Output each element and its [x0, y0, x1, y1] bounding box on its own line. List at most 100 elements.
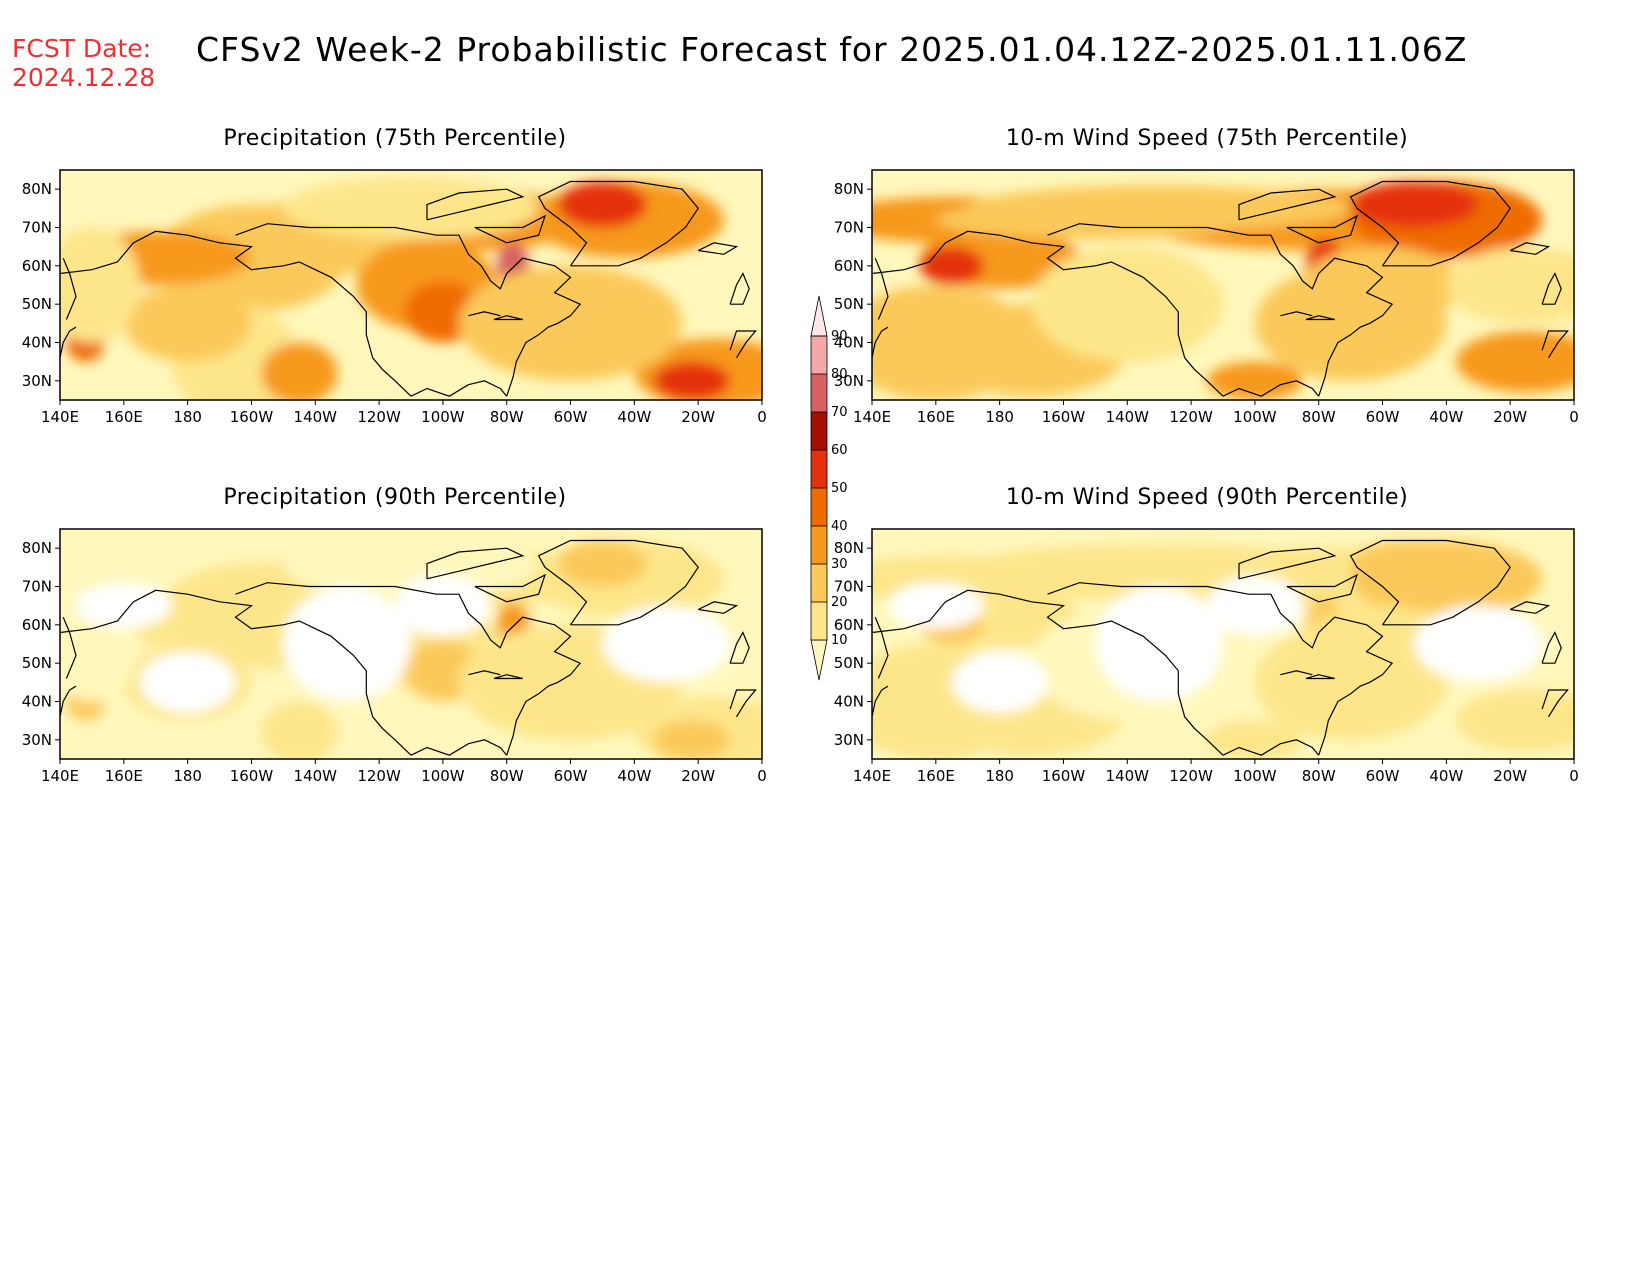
coastline	[1238, 547, 1337, 580]
shaded-blob	[967, 544, 1351, 591]
shaded-blob	[261, 342, 338, 400]
coastline	[1222, 739, 1320, 756]
coastline	[62, 257, 77, 320]
blank-area	[602, 605, 731, 683]
shaded-blob	[123, 285, 252, 362]
x-tick-label: 120W	[357, 767, 401, 785]
coastline	[493, 674, 523, 680]
x-tick-label: 160W	[1042, 767, 1086, 785]
blank-area	[1095, 586, 1223, 702]
x-tick-label: 40W	[1429, 767, 1463, 785]
map-plot: 140E 160E 180 160W 140W 120W 100W 80W 60W 40W 20W 0…	[834, 528, 1579, 785]
coastline	[872, 230, 1224, 397]
coastline	[60, 589, 412, 756]
shaded-field	[872, 170, 1574, 400]
x-tick-label: 20W	[681, 408, 715, 426]
y-tick-label: 40N	[22, 334, 52, 352]
y-tick-label: 50N	[22, 295, 52, 313]
x-tick-label: 80W	[1302, 408, 1336, 426]
coastline	[1305, 315, 1335, 321]
coastline	[1047, 223, 1394, 397]
x-tick-label: 140E	[41, 408, 79, 426]
x-tick-label: 0	[1569, 767, 1579, 785]
x-tick-label: 80W	[1302, 767, 1336, 785]
colorbar-upper-arrow	[810, 295, 828, 337]
coastline	[729, 631, 750, 664]
coastline	[1222, 380, 1320, 397]
shaded-blob	[1455, 690, 1574, 752]
shaded-field	[60, 170, 762, 400]
colorbar-label: 30	[831, 557, 848, 572]
blank-area	[951, 651, 1048, 713]
blank-area	[395, 575, 491, 637]
x-tick-label: 140E	[41, 767, 79, 785]
shaded-field	[60, 529, 762, 759]
blank-area	[139, 651, 236, 713]
colorbar-label: 20	[831, 595, 848, 610]
blank-area	[1207, 575, 1303, 637]
y-tick-label: 40N	[834, 334, 864, 352]
x-tick-label: 120W	[1169, 767, 1213, 785]
colorbar-lower-arrow	[810, 639, 828, 681]
y-tick-label: 60N	[834, 616, 864, 634]
x-tick-label: 160E	[917, 767, 955, 785]
colorbar-box	[811, 602, 827, 640]
shaded-blob	[557, 181, 648, 228]
shaded-blob	[261, 701, 338, 759]
map-frame	[59, 528, 763, 760]
x-tick-label: 160E	[105, 767, 143, 785]
fcst-date: 2024.12.28	[12, 63, 156, 92]
x-tick-label: 140W	[1106, 767, 1150, 785]
y-tick-label: 70N	[22, 219, 52, 237]
shaded-blob	[653, 720, 731, 759]
x-tick-label: 120W	[357, 408, 401, 426]
y-tick-label: 30N	[834, 731, 864, 749]
x-tick-label: 0	[757, 408, 767, 426]
map-frame	[871, 169, 1575, 401]
panel-wind-90: 10-m Wind Speed (90th Percentile) 140E 16…	[797, 485, 1617, 825]
colorbar-box	[811, 564, 827, 602]
y-tick-label: 30N	[22, 731, 52, 749]
y-tick-label: 70N	[22, 578, 52, 596]
coastline	[874, 616, 889, 679]
coastline	[1280, 311, 1313, 317]
coastline	[1305, 674, 1335, 680]
coastline	[474, 573, 547, 603]
coastline	[1286, 573, 1359, 603]
y-tick-label: 70N	[834, 578, 864, 596]
y-tick-label: 60N	[834, 257, 864, 275]
shaded-blob	[1207, 720, 1303, 759]
shaded-blob	[919, 246, 984, 285]
colorbar-box	[811, 412, 827, 450]
coastline	[1280, 670, 1313, 676]
blank-area	[75, 582, 172, 629]
shaded-blob	[1302, 246, 1463, 324]
x-tick-label: 100W	[1233, 767, 1277, 785]
coastline	[729, 272, 750, 305]
y-tick-label: 50N	[834, 295, 864, 313]
x-tick-label: 140W	[294, 408, 338, 426]
coastline	[62, 616, 77, 679]
coastline	[729, 330, 757, 359]
coastline	[410, 739, 508, 756]
coastline	[410, 380, 508, 397]
colorbar-label: 40	[831, 519, 848, 534]
x-tick-label: 0	[1569, 408, 1579, 426]
colorbar-box	[811, 336, 827, 374]
colorbar-box	[811, 374, 827, 412]
forecast-date-label: FCST Date: 2024.12.28	[12, 34, 155, 92]
shaded-blob	[1455, 331, 1574, 393]
shaded-blob	[283, 177, 539, 239]
panel-title: 10-m Wind Speed (75th Percentile)	[1005, 126, 1409, 151]
coastline	[474, 214, 547, 244]
map-plot: 140E 160E 180 160W 140W 120W 100W 80W 60W 40W 20W 0…	[22, 169, 767, 426]
coastline	[872, 685, 889, 717]
x-tick-label: 100W	[421, 767, 465, 785]
page-title: CFSv2 Week-2 Probabilistic Forecast for …	[196, 30, 1468, 69]
shaded-blob	[653, 361, 731, 400]
x-tick-label: 180	[173, 767, 202, 785]
coastlines	[60, 180, 757, 397]
coastline	[1541, 330, 1569, 359]
x-tick-label: 100W	[1233, 408, 1277, 426]
x-tick-label: 80W	[490, 408, 524, 426]
